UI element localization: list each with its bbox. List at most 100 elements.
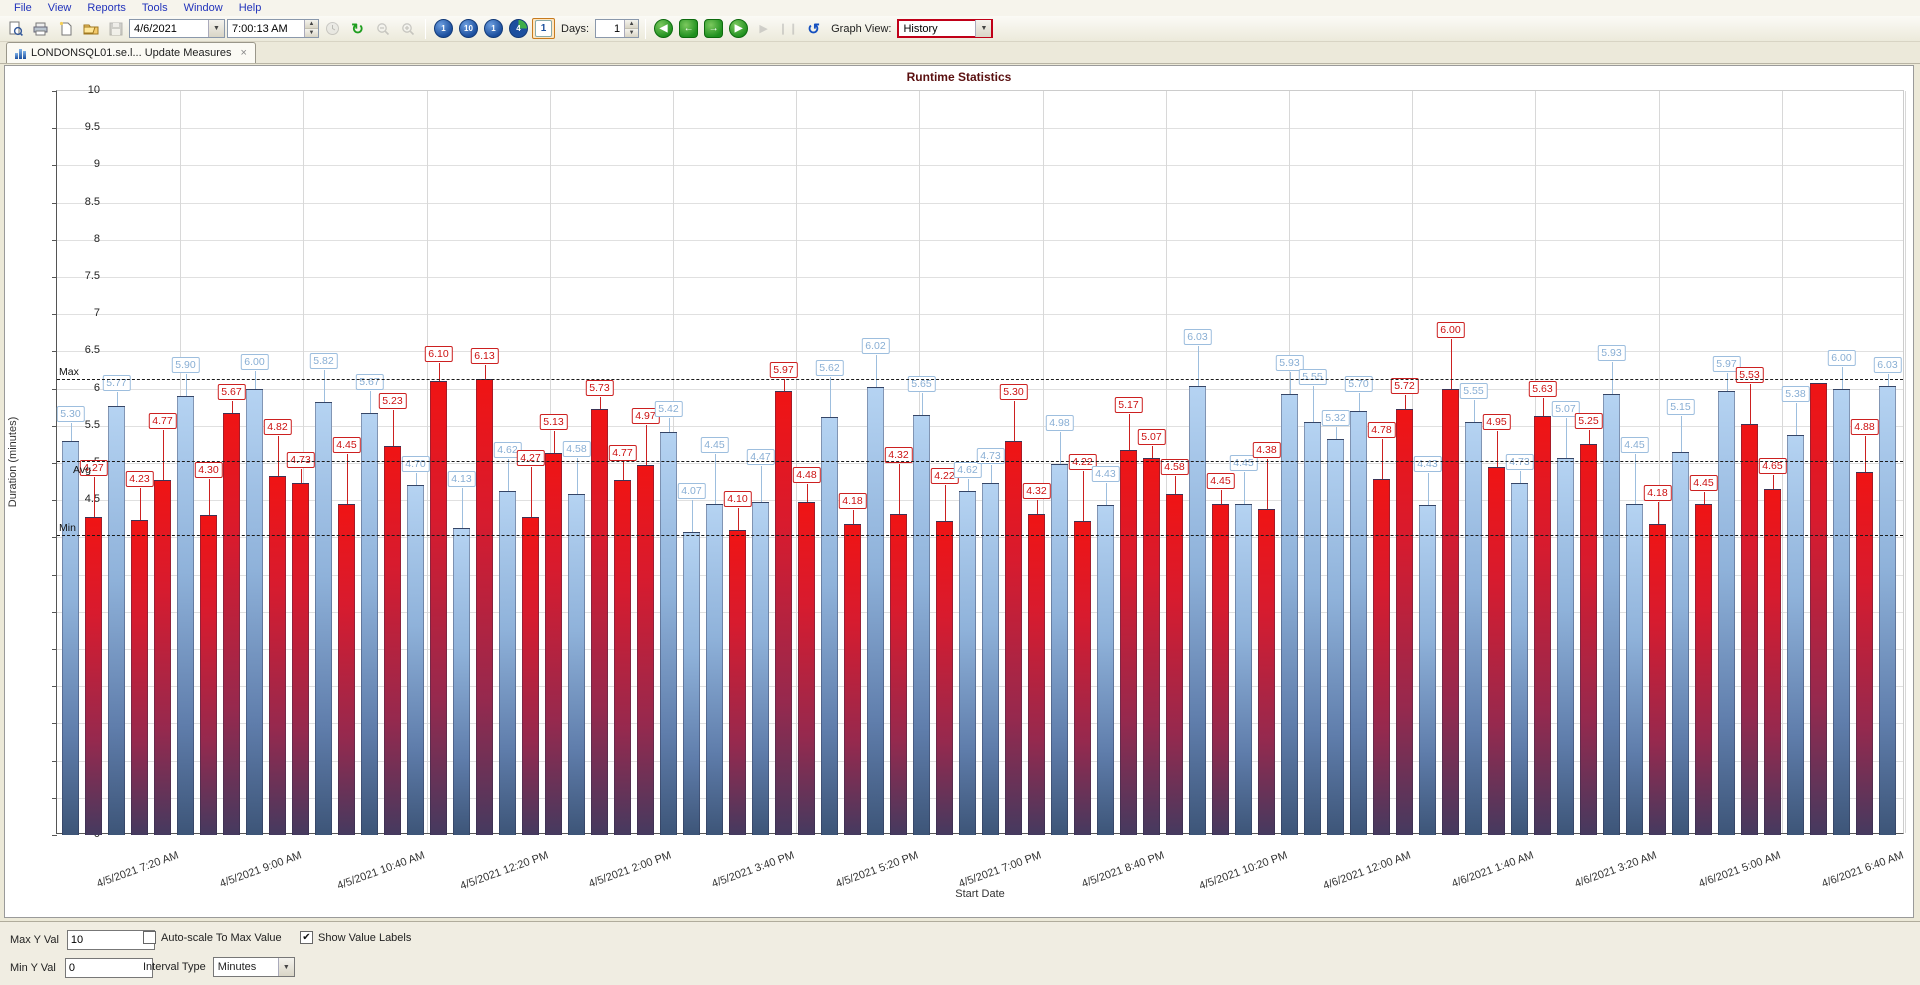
jump-last-button[interactable]: ▶ [727,18,750,39]
bar[interactable] [1810,382,1827,835]
bar[interactable] [1833,388,1850,835]
interval-type-dropdown[interactable]: Minutes ▼ [212,957,295,977]
bar[interactable] [1879,386,1896,835]
bar[interactable] [729,529,746,835]
bar[interactable] [1856,471,1873,835]
back-10-button[interactable]: 10 [457,18,480,39]
zoom-out-button[interactable] [371,18,394,39]
bar[interactable] [959,491,976,835]
bar[interactable] [108,405,125,835]
back-1-button[interactable]: 1 [432,18,455,39]
refresh-button[interactable]: ↺ [802,18,825,39]
bar[interactable] [798,501,815,835]
bar[interactable] [499,491,516,835]
calendar-day-button[interactable]: 1 [532,18,555,39]
report-preview-button[interactable] [4,18,27,39]
bar[interactable] [660,431,677,835]
bar[interactable] [1488,466,1505,835]
bar[interactable] [453,527,470,835]
tab-update-measures[interactable]: LONDONSQL01.se.l... Update Measures × [6,42,256,63]
bar[interactable] [1028,513,1045,835]
time-spin-up-icon[interactable]: ▲ [305,20,318,28]
bar[interactable] [246,388,263,835]
menu-help[interactable]: Help [238,2,262,14]
bar[interactable] [1143,457,1160,835]
bar[interactable] [1580,444,1597,835]
new-document-button[interactable] [54,18,77,39]
bar[interactable] [200,515,217,835]
bar[interactable] [62,440,79,835]
bar[interactable] [1097,505,1114,835]
bar[interactable] [1120,450,1137,835]
pause-button[interactable]: ❙❙ [777,18,800,39]
forward-1-button[interactable]: 1 [482,18,505,39]
bar[interactable] [1396,409,1413,835]
show-value-labels-checkbox[interactable] [300,931,313,944]
bar[interactable] [1649,524,1666,835]
bar[interactable] [568,494,585,835]
bar[interactable] [1166,494,1183,835]
bar[interactable] [1626,503,1643,835]
interval-dropdown-arrow-icon[interactable]: ▼ [277,958,294,976]
bar[interactable] [775,390,792,835]
bar[interactable] [154,480,171,835]
bar[interactable] [1695,503,1712,835]
bar[interactable] [522,517,539,835]
bar[interactable] [1051,464,1068,835]
bar[interactable] [1511,483,1528,835]
bar[interactable] [821,416,838,835]
bar[interactable] [706,503,723,835]
bar[interactable] [131,520,148,835]
days-spin-down-icon[interactable]: ▼ [625,28,639,37]
bar[interactable] [1074,521,1091,835]
bar[interactable] [430,381,447,835]
days-spinner[interactable]: ▲ ▼ [624,20,639,37]
bar[interactable] [1350,410,1367,835]
bar[interactable] [1419,505,1436,835]
bar[interactable] [752,502,769,835]
zoom-in-button[interactable] [396,18,419,39]
bar[interactable] [223,413,240,835]
bar[interactable] [1465,422,1482,835]
bar[interactable] [476,378,493,835]
bar[interactable] [1557,457,1574,835]
bar[interactable] [913,414,930,835]
bar[interactable] [545,453,562,835]
bar[interactable] [1235,503,1252,835]
bar[interactable] [1005,440,1022,835]
time-spin-down-icon[interactable]: ▼ [305,28,318,37]
open-folder-button[interactable] [79,18,102,39]
bar[interactable] [407,485,424,835]
bar[interactable] [1304,422,1321,835]
bar[interactable] [292,483,309,835]
bar[interactable] [1534,416,1551,835]
bar[interactable] [1189,386,1206,835]
play-button[interactable]: ▶ [752,18,775,39]
menu-reports[interactable]: Reports [87,2,126,14]
menu-file[interactable]: File [14,2,32,14]
bar[interactable] [683,532,700,835]
days-stepper[interactable]: 1 ▲ ▼ [595,19,640,38]
graph-view-dropdown[interactable]: History ▼ [897,19,994,38]
bar[interactable] [1373,479,1390,835]
clock-reset-button[interactable] [321,18,344,39]
bar[interactable] [1442,388,1459,835]
bar[interactable] [867,387,884,835]
bar[interactable] [637,465,654,835]
bar[interactable] [936,521,953,835]
menu-window[interactable]: Window [183,2,223,14]
bar[interactable] [85,517,102,835]
bar[interactable] [361,413,378,835]
bar[interactable] [1764,489,1781,835]
bar[interactable] [177,396,194,835]
bar[interactable] [844,524,861,835]
date-dropdown-button[interactable]: ▼ [208,20,224,37]
bar[interactable] [1327,439,1344,835]
jump-first-button[interactable]: ◀ [652,18,675,39]
bar[interactable] [315,401,332,835]
graph-view-dropdown-arrow-icon[interactable]: ▼ [975,20,992,37]
bar[interactable] [1741,423,1758,835]
bar[interactable] [1787,434,1804,835]
bar[interactable] [1603,393,1620,835]
bar[interactable] [982,483,999,835]
